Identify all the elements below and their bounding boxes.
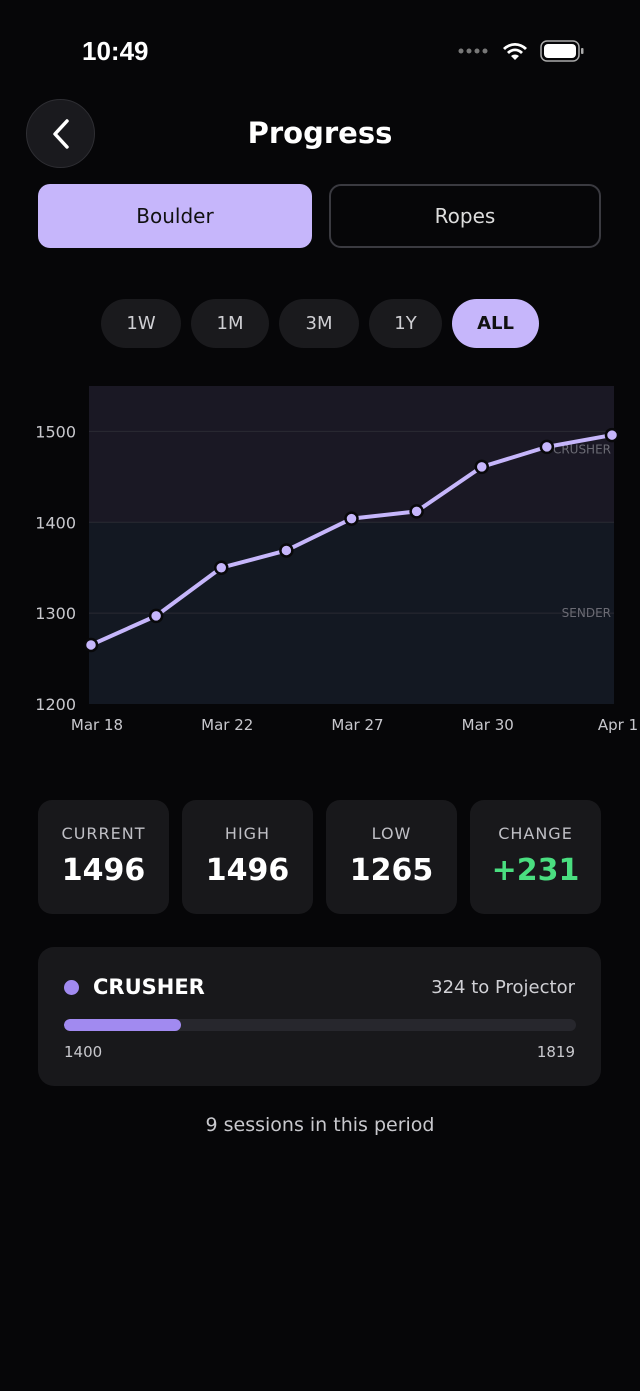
y-tick-label: 1300 (35, 604, 76, 623)
tier-card: CRUSHER 324 to Projector 1400 1819 (38, 947, 601, 1086)
page-title: Progress (247, 116, 393, 150)
status-time: 10:49 (82, 36, 149, 66)
stat-label: CURRENT (61, 824, 146, 843)
range-1y[interactable]: 1Y (369, 299, 442, 348)
band-crusher (89, 386, 614, 523)
data-point (148, 608, 164, 624)
band-label: CRUSHER (553, 443, 611, 457)
stat-value: 1265 (349, 853, 434, 888)
x-tick-label: Mar 18 (71, 716, 123, 734)
stat-value: 1496 (205, 853, 290, 888)
tab-boulder[interactable]: Boulder (38, 184, 312, 248)
sessions-count: 9 sessions in this period (205, 1114, 435, 1136)
stat-label: LOW (371, 824, 412, 843)
wifi-icon (503, 43, 527, 60)
stat-value: +231 (491, 853, 580, 888)
battery-icon (540, 40, 584, 62)
tier-dot-icon (64, 980, 79, 995)
tier-name: CRUSHER (93, 975, 205, 999)
range-3m[interactable]: 3M (279, 299, 359, 348)
x-tick-label: Mar 22 (201, 716, 253, 734)
tier-next: 324 to Projector (431, 977, 575, 998)
data-point (279, 543, 294, 558)
stat-low: LOW 1265 (326, 800, 457, 914)
data-point (344, 511, 359, 526)
stats-row: CURRENT 1496 HIGH 1496 LOW 1265 CHANGE +231 (38, 800, 601, 914)
data-point (83, 637, 99, 653)
data-point (604, 427, 620, 443)
range-selector: 1W 1M 3M 1Y ALL (101, 299, 539, 348)
data-point (539, 439, 555, 455)
stat-change: CHANGE +231 (470, 800, 601, 914)
tier-progress-bar (64, 1019, 576, 1031)
x-tick-label: Mar 30 (462, 716, 514, 734)
x-tick-label: Mar 27 (331, 716, 383, 734)
rating-chart: 1200 1300 1400 1500 CRUSHER SENDER Mar 18 Mar 2… (35, 386, 638, 734)
stat-high: HIGH 1496 (182, 800, 313, 914)
chevron-left-icon (52, 118, 69, 149)
stat-value: 1496 (61, 853, 146, 888)
tier-progress-fill (64, 1019, 182, 1031)
x-tick-label: Apr 1 (598, 716, 638, 734)
data-point (474, 459, 489, 475)
tier-max: 1819 (536, 1043, 575, 1061)
signal-icon (458, 48, 488, 54)
stat-label: CHANGE (498, 824, 573, 843)
y-tick-label: 1500 (35, 422, 76, 441)
range-1m[interactable]: 1M (191, 299, 269, 348)
y-tick-label: 1400 (35, 513, 76, 532)
range-all[interactable]: ALL (452, 299, 539, 348)
tier-min: 1400 (64, 1043, 103, 1061)
back-button[interactable] (26, 99, 95, 168)
stat-label: HIGH (224, 824, 271, 843)
stat-current: CURRENT 1496 (38, 800, 169, 914)
band-label: SENDER (562, 606, 611, 620)
range-1w[interactable]: 1W (101, 299, 181, 348)
tab-ropes[interactable]: Ropes (329, 184, 601, 248)
data-point (409, 504, 424, 519)
status-icons (458, 40, 584, 62)
data-point (214, 560, 229, 575)
y-tick-label: 1200 (35, 695, 76, 714)
